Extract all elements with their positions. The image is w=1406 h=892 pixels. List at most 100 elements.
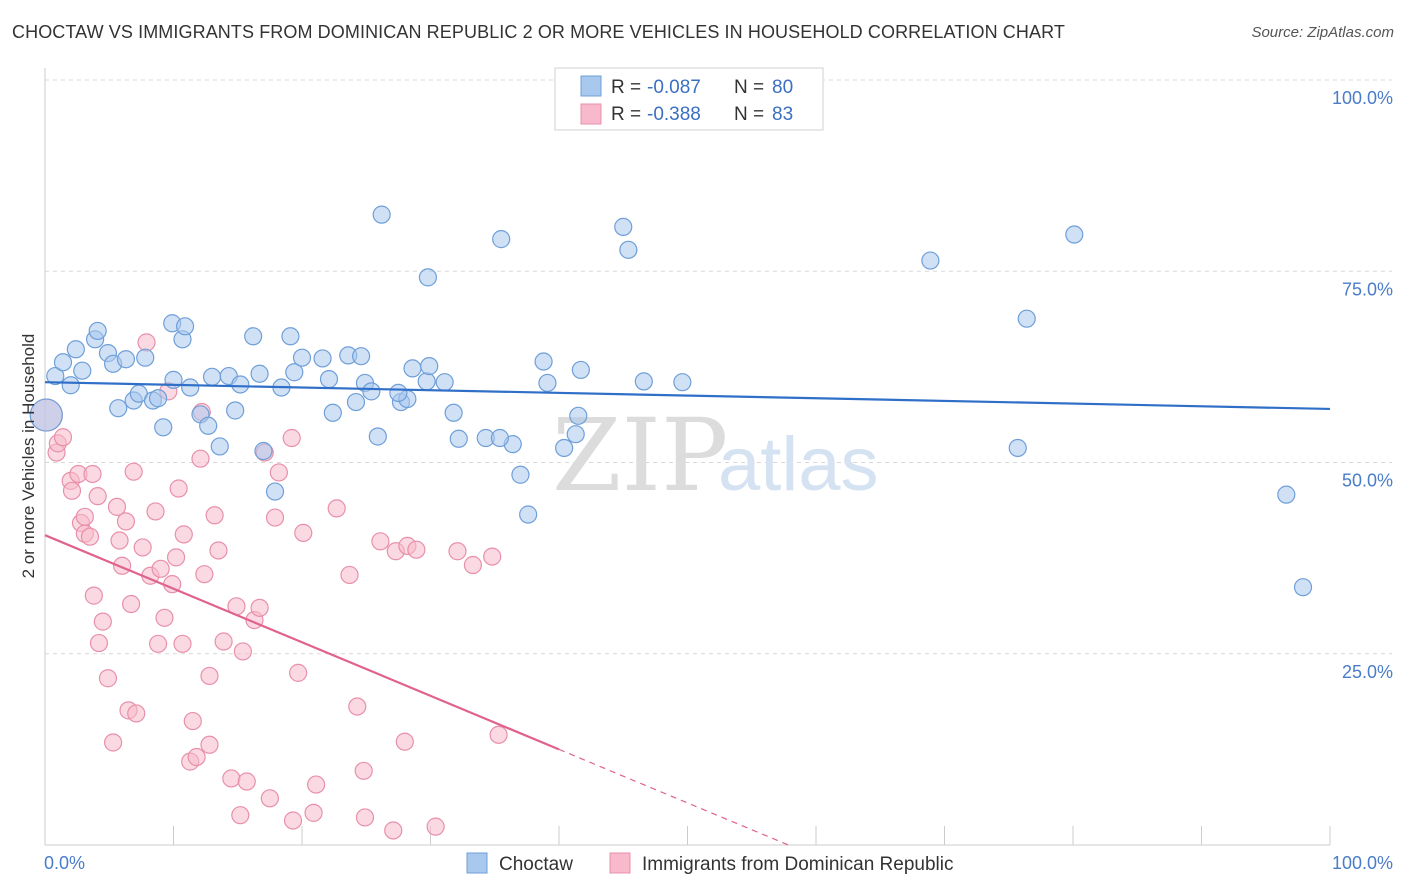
dominican-point-32 xyxy=(155,608,174,627)
dominican-point-52 xyxy=(231,806,250,825)
watermark-atlas: atlas xyxy=(718,422,879,507)
dominican-point-79 xyxy=(448,542,467,561)
legend-r-value-choctaw: -0.087 xyxy=(647,77,701,98)
choctaw-point-59 xyxy=(492,230,511,249)
choctaw-point-75 xyxy=(1008,438,1027,458)
choctaw-point-76 xyxy=(1017,309,1036,328)
y-tick-label-0: 25.0% xyxy=(1342,662,1393,682)
choctaw-point-78 xyxy=(1277,485,1296,504)
choctaw-point-26 xyxy=(210,437,229,456)
dominican-point-8 xyxy=(75,507,94,526)
dominican-point-69 xyxy=(348,697,367,716)
dominican-point-26 xyxy=(133,538,152,557)
dominican-point-48 xyxy=(209,541,228,560)
choctaw-point-28 xyxy=(226,401,245,420)
choctaw-point-63 xyxy=(519,505,538,524)
choctaw-point-50 xyxy=(372,205,391,224)
choctaw-point-17 xyxy=(154,418,173,437)
legend-n-value-dominican: 83 xyxy=(772,104,793,125)
series-dominican-points xyxy=(29,333,508,840)
choctaw-point-5 xyxy=(73,361,92,380)
choctaw-point-62 xyxy=(511,465,530,484)
choctaw-point-68 xyxy=(571,360,590,380)
y-tick-label-2: 75.0% xyxy=(1342,279,1393,299)
choctaw-point-40 xyxy=(319,370,339,389)
dominican-point-13 xyxy=(88,487,107,506)
legend-swatch-dominican xyxy=(580,103,602,125)
choctaw-point-2 xyxy=(53,353,73,372)
dominican-point-66 xyxy=(307,775,326,794)
y-tick-label-1: 50.0% xyxy=(1342,471,1393,491)
dominican-point-64 xyxy=(294,523,313,542)
dominican-point-73 xyxy=(384,821,403,840)
chart-title: CHOCTAW VS IMMIGRANTS FROM DOMINICAN REP… xyxy=(12,22,1065,42)
legend-r-label-choctaw: R = xyxy=(611,77,641,98)
choctaw-point-57 xyxy=(449,429,468,448)
dominican-point-56 xyxy=(250,598,269,617)
dominican-point-27 xyxy=(137,333,156,352)
choctaw-point-42 xyxy=(352,347,371,366)
choctaw-point-22 xyxy=(181,378,200,397)
dominican-point-12 xyxy=(84,586,103,605)
choctaw-point-56 xyxy=(444,403,463,422)
dominican-point-78 xyxy=(426,817,445,836)
y-axis-label: 2 or more Vehicles in Household xyxy=(19,334,38,579)
choctaw-point-67 xyxy=(566,425,585,444)
choctaw-point-24 xyxy=(199,416,218,435)
choctaw-point-14 xyxy=(136,348,155,367)
trend-line-dominican-extrapolated xyxy=(558,748,789,846)
dominican-point-29 xyxy=(146,502,165,521)
choctaw-point-3 xyxy=(61,376,80,395)
choctaw-point-71 xyxy=(634,372,653,391)
dominican-point-62 xyxy=(283,811,303,830)
y-tick-label-3: 100.0% xyxy=(1332,88,1393,108)
dominican-point-58 xyxy=(260,789,279,808)
choctaw-point-53 xyxy=(420,357,439,376)
dominican-point-75 xyxy=(395,732,414,751)
choctaw-point-79 xyxy=(1293,578,1313,597)
dominican-point-59 xyxy=(265,508,285,527)
dominican-point-46 xyxy=(200,666,219,686)
legend-n-label-dominican: N = xyxy=(734,104,764,125)
legend-r-label-dominican: R = xyxy=(611,104,641,125)
trend-line-choctaw xyxy=(44,381,1331,411)
choctaw-point-61 xyxy=(490,428,509,448)
dominican-point-53 xyxy=(233,642,252,661)
dominican-point-38 xyxy=(174,525,193,544)
dominican-point-41 xyxy=(187,747,206,767)
bottom-legend-swatch-choctaw xyxy=(466,852,488,874)
choctaw-point-4 xyxy=(66,340,85,359)
trend-lines xyxy=(44,381,1331,846)
choctaw-point-64 xyxy=(534,352,553,371)
dominican-point-77 xyxy=(407,540,426,559)
dominican-point-80 xyxy=(463,555,483,575)
choctaw-point-73 xyxy=(619,240,638,259)
choctaw-point-44 xyxy=(362,382,381,401)
dominican-point-10 xyxy=(80,527,100,546)
x-tick-label-min: 0.0% xyxy=(44,853,85,873)
bottom-legend: Choctaw Immigrants from Dominican Republ… xyxy=(466,852,954,875)
dominican-point-63 xyxy=(289,663,308,682)
dominican-point-81 xyxy=(483,547,502,566)
dominican-point-11 xyxy=(83,464,102,484)
dominican-point-71 xyxy=(355,808,375,827)
dominican-point-50 xyxy=(222,769,241,788)
grid-lines xyxy=(45,79,1392,655)
choctaw-point-36 xyxy=(285,363,304,382)
choctaw-point-66 xyxy=(555,438,574,458)
choctaw-point-37 xyxy=(292,348,312,367)
dominican-point-5 xyxy=(62,481,82,500)
choctaw-point-32 xyxy=(254,441,273,461)
x-tick-label-max: 100.0% xyxy=(1332,853,1393,873)
dominican-point-30 xyxy=(148,634,168,653)
dominican-point-70 xyxy=(354,761,373,780)
dominican-point-25 xyxy=(127,704,146,723)
choctaw-point-49 xyxy=(417,372,436,391)
choctaw-point-0 xyxy=(29,398,63,432)
choctaw-point-34 xyxy=(265,482,285,501)
choctaw-point-69 xyxy=(569,406,588,425)
source-label: Source: ZipAtlas.com xyxy=(1251,24,1394,41)
choctaw-point-10 xyxy=(109,399,128,418)
dominican-point-72 xyxy=(371,532,390,551)
bottom-legend-swatch-dominican xyxy=(609,852,631,874)
